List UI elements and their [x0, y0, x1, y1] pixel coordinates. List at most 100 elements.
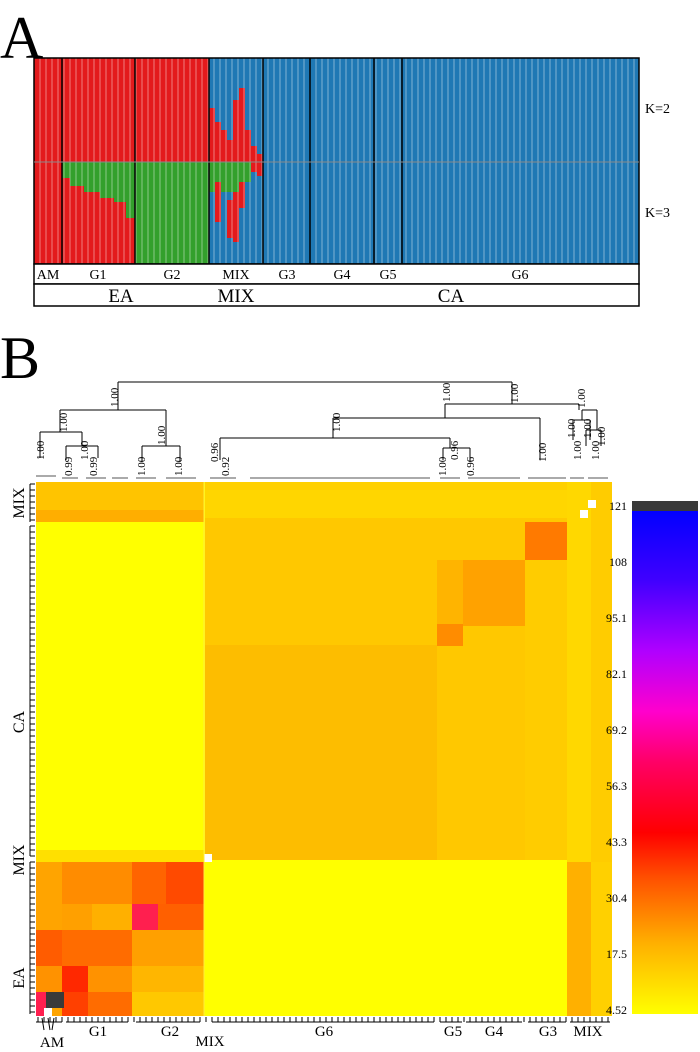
group-label-g3: G3: [278, 268, 295, 283]
bootstrap-value: 0.99: [88, 456, 100, 476]
k3-mix-green: [239, 162, 251, 182]
ea-g2-block: [166, 862, 204, 904]
color-scale: [632, 501, 698, 1014]
k3-mix-red: [257, 162, 263, 176]
bootstrap-value: 1.00: [437, 456, 449, 476]
scale-label: 121: [609, 499, 627, 513]
bootstrap-value: 0.92: [220, 457, 232, 476]
heatmap: [36, 482, 612, 1016]
ea-g1-block: [62, 862, 132, 904]
color-scale-top-dark: [632, 501, 698, 511]
bootstrap-value: 0.96: [465, 456, 477, 476]
ea-cell: [132, 966, 204, 992]
bottom-labels: AM G1 G2 MIX G6 G5 G4 G3 MIX: [40, 1024, 603, 1051]
self-cell: [588, 500, 596, 508]
bottom-label-g5: G5: [444, 1024, 462, 1040]
k3-mix-red: [251, 162, 257, 172]
region-label-mix: MIX: [218, 286, 255, 307]
bottom-label-g3: G3: [539, 1024, 557, 1040]
group-label-g2: G2: [163, 268, 180, 283]
region-label-ca: CA: [438, 286, 465, 307]
ea-g1-cell: [62, 904, 92, 930]
left-label-ea: EA: [11, 967, 28, 989]
ea-cell: [88, 992, 132, 1016]
group-label-g4: G4: [333, 268, 350, 283]
k2-mix-bar: [245, 130, 251, 162]
ea-g2-cell: [132, 904, 158, 930]
bootstrap-value: 1.00: [35, 440, 47, 460]
bootstrap-labels: 1.00 1.00 1.00 1.00 1.00 1.00 0.99 0.99 …: [35, 382, 608, 476]
bootstrap-value: 1.00: [572, 440, 584, 460]
region-label-row: [33, 283, 640, 307]
mix-top-rows: [36, 510, 204, 522]
k3-mix-green: [209, 162, 239, 192]
k3-g1-green: [70, 162, 84, 186]
k2-mix-bar: [251, 146, 257, 162]
ca-g3-col: [525, 560, 567, 860]
bootstrap-value: 1.00: [79, 440, 91, 460]
scale-label: 69.2: [606, 723, 627, 737]
dendrogram: [36, 381, 608, 479]
bottom-label-am: AM: [40, 1035, 64, 1051]
ea-mix-col: [567, 862, 591, 1016]
bootstrap-value: 1.00: [509, 383, 521, 403]
group-dividers: [61, 58, 403, 306]
group-label-am: AM: [37, 268, 60, 283]
bootstrap-value: 1.00: [109, 387, 121, 407]
left-labels: MIX CA MIX EA: [11, 487, 28, 989]
bootstrap-value: 1.00: [576, 388, 588, 408]
color-scale-labels: 121 108 95.1 82.1 69.2 56.3 43.3 30.4 17…: [606, 499, 627, 1017]
ea-g1-cell: [92, 904, 132, 930]
bottom-label-mix: MIX: [195, 1034, 224, 1050]
k3-am-red: [34, 162, 62, 264]
bottom-label-g2: G2: [161, 1024, 179, 1040]
k2-label: K=2: [645, 102, 670, 117]
ca-g5-col: [437, 560, 463, 624]
self-cell: [204, 854, 212, 862]
k3-mix-red: [215, 182, 221, 222]
ea-mix-col: [591, 862, 612, 1016]
region-label-ea: EA: [108, 286, 134, 307]
bootstrap-value: 1.00: [590, 440, 602, 460]
ca-g6-block: [205, 645, 437, 860]
k2-mix-bar: [209, 108, 215, 162]
bootstrap-value: 1.00: [582, 418, 594, 438]
ea-cell: [36, 966, 62, 992]
left-label-ca: CA: [11, 710, 28, 733]
ca-g3-block: [525, 522, 567, 560]
k3-mix-red: [227, 200, 233, 238]
bootstrap-value: 0.96: [209, 442, 221, 462]
region-labels: EA MIX CA: [108, 286, 464, 307]
mix-top-rows: [205, 482, 567, 490]
left-label-mix-top: MIX: [11, 487, 28, 519]
scale-label: 17.5: [606, 947, 627, 961]
bootstrap-value: 0.99: [63, 456, 75, 476]
ea-row-top: [36, 850, 204, 862]
group-labels: AM G1 G2 MIX G3 G4 G5 G6: [37, 268, 529, 283]
ea-am-dark-cell: [46, 992, 64, 1008]
scale-label: 82.1: [606, 667, 627, 681]
bootstrap-value: 1.00: [136, 456, 148, 476]
bootstrap-value: 1.00: [173, 456, 185, 476]
ea-cell: [132, 992, 204, 1016]
k3-blue-block: [263, 162, 639, 264]
bootstrap-value: 1.00: [537, 442, 549, 462]
ca-g4-block: [463, 560, 525, 626]
ea-g2-cell: [158, 904, 204, 930]
scale-label: 4.52: [606, 1003, 627, 1017]
bootstrap-value: 1.00: [156, 425, 168, 445]
bootstrap-value: 1.00: [596, 426, 608, 446]
ca-mix-col: [591, 482, 612, 862]
scale-label: 43.3: [606, 835, 627, 849]
k3-g1-green: [100, 162, 114, 198]
axis-brackets: [29, 484, 610, 1031]
k3-mix-red: [239, 182, 245, 208]
self-cell: [580, 510, 588, 518]
bootstrap-value: 0.96: [449, 440, 461, 460]
group-label-g6: G6: [511, 268, 528, 283]
individual-bar-separators: [39, 58, 635, 264]
ea-g1-cell: [36, 930, 62, 966]
k3-label: K=3: [645, 206, 670, 221]
k3-g1-green: [114, 162, 126, 202]
